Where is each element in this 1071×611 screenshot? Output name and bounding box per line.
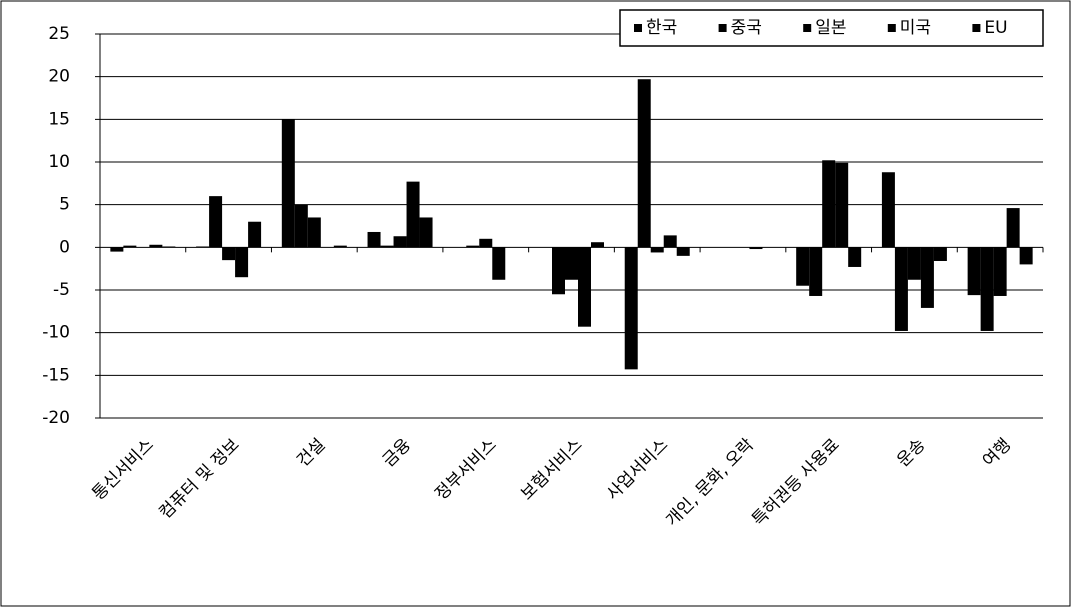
bar: [333, 245, 347, 248]
bar: [1006, 208, 1020, 248]
bar: [248, 221, 262, 248]
bar: [281, 119, 295, 248]
bar: [367, 231, 381, 248]
legend-label: 중국: [731, 18, 762, 38]
legend-swatch: [718, 24, 727, 32]
y-tick-label: 10: [48, 152, 70, 172]
y-tick-label: 20: [48, 67, 70, 87]
bar: [650, 247, 664, 253]
legend-swatch: [887, 24, 896, 32]
bar: [162, 246, 176, 248]
bar: [624, 247, 638, 370]
bar: [907, 247, 921, 280]
bar: [1019, 247, 1033, 265]
legend-label: 미국: [900, 18, 931, 38]
bar: [676, 247, 690, 256]
y-tick-label: 0: [59, 237, 70, 257]
legend-swatch: [972, 24, 981, 32]
bar: [466, 245, 480, 248]
y-tick-label: -20: [42, 408, 70, 428]
legend-label: EU: [984, 18, 1007, 38]
legend-swatch: [634, 24, 642, 32]
y-tick-label: 25: [48, 24, 70, 44]
y-tick-label: 5: [59, 195, 70, 215]
bar: [591, 242, 604, 248]
bar: [565, 247, 578, 280]
y-tick-label: 15: [48, 109, 70, 129]
bar: [196, 246, 210, 248]
bar: [663, 235, 677, 248]
bar: [393, 236, 407, 248]
bar: [419, 217, 433, 248]
bar: [209, 196, 223, 248]
bar: [822, 160, 836, 248]
bar: [637, 79, 651, 248]
legend-swatch: [803, 24, 812, 32]
bar: [492, 247, 506, 280]
bar: [149, 244, 163, 248]
y-tick-label: -10: [42, 323, 70, 343]
bar: [848, 247, 862, 267]
bar: [920, 247, 934, 308]
bar: [479, 238, 493, 248]
bar: [294, 204, 308, 248]
bar: [993, 247, 1007, 296]
y-tick-label: -5: [53, 280, 70, 300]
bar: [307, 217, 321, 248]
bar: [933, 247, 947, 261]
bars: [110, 79, 1033, 370]
bar: [552, 247, 565, 295]
bar: [222, 247, 236, 261]
bar: [749, 247, 763, 250]
bar: [796, 247, 810, 286]
legend: 한국 중국 일본 미국 EU: [619, 9, 1044, 47]
legend-label: 한국: [646, 18, 677, 38]
bar: [380, 245, 394, 248]
y-tick-label: -15: [42, 365, 70, 385]
bar: [578, 247, 591, 327]
bar: [110, 247, 124, 252]
bar: [967, 247, 981, 296]
bar: [894, 247, 908, 331]
bar: [123, 245, 137, 248]
bar: [835, 162, 849, 248]
legend-label: 일본: [815, 18, 846, 38]
bar: [235, 247, 249, 278]
bar: [809, 247, 823, 296]
bar: [980, 247, 994, 331]
bar: [406, 181, 420, 248]
bar: [881, 172, 895, 248]
